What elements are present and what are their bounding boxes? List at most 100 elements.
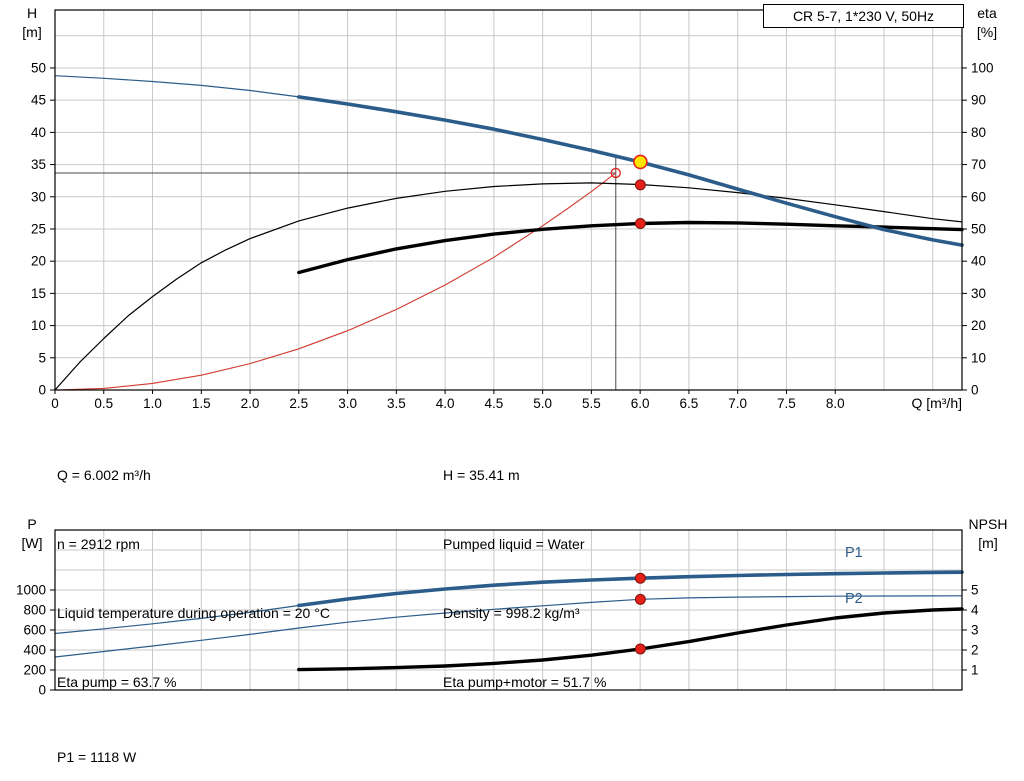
p1-curve-extrapolated — [54, 604, 300, 635]
svg-text:20: 20 — [971, 318, 986, 333]
svg-text:40: 40 — [31, 125, 46, 140]
info-liquid-temperature: Liquid temperature during operation = 20… — [57, 605, 330, 621]
duty-readout-bottom: P1 = 1118 W P2 = 906.6 W NPSH = 2.05 m — [57, 700, 357, 781]
svg-text:2.5: 2.5 — [289, 396, 308, 411]
svg-text:0: 0 — [38, 683, 46, 698]
p-axis-unit: P [W] — [12, 515, 52, 553]
p-axis-bracket: [W] — [21, 535, 43, 551]
p1-label: P1 — [845, 545, 863, 561]
pump-model-label: CR 5-7, 1*230 V, 50Hz — [763, 4, 964, 28]
svg-text:8.0: 8.0 — [826, 396, 845, 411]
power-npsh-chart-ticks — [50, 589, 967, 691]
info-flow: Q = 6.002 m³/h — [57, 467, 151, 483]
svg-text:4: 4 — [971, 603, 979, 618]
svg-text:400: 400 — [23, 643, 46, 658]
eta-axis-bracket: [%] — [976, 24, 998, 40]
info-eta-pump: Eta pump = 63.7 % — [57, 674, 177, 690]
svg-text:10: 10 — [971, 350, 986, 365]
svg-text:Q [m³/h]: Q [m³/h] — [911, 395, 962, 411]
eta-pump-marker[interactable] — [634, 179, 646, 191]
svg-text:6.5: 6.5 — [680, 396, 699, 411]
svg-text:1000: 1000 — [16, 583, 46, 598]
svg-text:800: 800 — [23, 603, 46, 618]
svg-text:5.0: 5.0 — [533, 396, 552, 411]
head-curve-extrapolated — [54, 75, 300, 98]
p2-curve — [54, 595, 963, 658]
svg-text:6.0: 6.0 — [631, 396, 650, 411]
svg-text:25: 25 — [31, 221, 46, 236]
svg-text:45: 45 — [31, 93, 46, 108]
svg-text:2.0: 2.0 — [241, 396, 260, 411]
svg-text:5: 5 — [38, 350, 46, 365]
svg-text:200: 200 — [23, 663, 46, 678]
hq-eta-chart-ticks — [50, 67, 967, 394]
info-head: H = 35.41 m — [443, 467, 520, 483]
h-axis-letter: H — [26, 5, 38, 21]
info-eta-pump-motor: Eta pump+motor = 51.7 % — [443, 674, 607, 690]
duty-readout-left: Q = 6.002 m³/h n = 2912 rpm Liquid tempe… — [57, 418, 437, 740]
crosshair-lines — [55, 156, 617, 390]
svg-text:5: 5 — [971, 583, 979, 598]
svg-text:15: 15 — [31, 286, 46, 301]
svg-text:3.5: 3.5 — [387, 396, 406, 411]
npsh-axis-letter: NPSH — [968, 516, 1008, 532]
svg-text:3: 3 — [971, 623, 979, 638]
svg-text:4.5: 4.5 — [484, 396, 503, 411]
svg-text:90: 90 — [971, 93, 986, 108]
svg-text:600: 600 — [23, 623, 46, 638]
svg-text:20: 20 — [31, 254, 46, 269]
svg-text:10: 10 — [31, 318, 46, 333]
svg-text:1.5: 1.5 — [192, 396, 211, 411]
svg-text:0: 0 — [38, 383, 46, 398]
svg-text:4.0: 4.0 — [436, 396, 455, 411]
info-pumped-liquid: Pumped liquid = Water — [443, 536, 585, 552]
eta-axis-letter: eta — [977, 5, 997, 21]
eta-axis-unit: eta [%] — [964, 4, 1010, 42]
duty-readout-right: H = 35.41 m Pumped liquid = Water Densit… — [443, 418, 823, 740]
svg-text:0: 0 — [51, 396, 59, 411]
eta-pump-curve — [54, 182, 963, 391]
svg-text:7.5: 7.5 — [777, 396, 796, 411]
svg-text:70: 70 — [971, 157, 986, 172]
eta-pump-motor-curve — [297, 220, 964, 275]
svg-text:0.5: 0.5 — [94, 396, 113, 411]
p-axis-letter: P — [27, 516, 37, 532]
eta-pump-motor-marker[interactable] — [634, 218, 646, 230]
svg-text:50: 50 — [971, 221, 986, 236]
npsh-marker[interactable] — [634, 643, 646, 655]
svg-text:1.0: 1.0 — [143, 396, 162, 411]
svg-text:2: 2 — [971, 643, 979, 658]
info-p1: P1 = 1118 W — [57, 749, 137, 765]
svg-text:7.0: 7.0 — [728, 396, 747, 411]
power-npsh-chart-tick-labels: 0 200 400 600 800 1000 1 2 3 4 5 — [16, 583, 979, 698]
duty-point-marker[interactable] — [633, 154, 648, 170]
svg-text:60: 60 — [971, 189, 986, 204]
svg-text:30: 30 — [31, 189, 46, 204]
svg-text:3.0: 3.0 — [338, 396, 357, 411]
svg-text:5.5: 5.5 — [582, 396, 601, 411]
system-curve — [54, 172, 617, 391]
power-npsh-chart-gridlines — [55, 530, 962, 690]
npsh-axis-bracket: [m] — [978, 535, 998, 551]
info-speed: n = 2912 rpm — [57, 536, 140, 552]
hq-eta-chart-tick-labels: 0 0.5 1.0 1.5 2.0 2.5 3.0 3.5 4.0 4.5 5.0 5.5 6.0 6.5… — [31, 60, 994, 411]
h-axis-unit: H [m] — [12, 4, 52, 42]
svg-text:0: 0 — [971, 383, 979, 398]
svg-text:35: 35 — [31, 157, 46, 172]
hq-eta-chart-frame — [54, 9, 963, 391]
p2-marker[interactable] — [634, 593, 646, 605]
npsh-axis-unit: NPSH [m] — [958, 515, 1018, 553]
svg-text:1: 1 — [971, 663, 979, 678]
p2-label: P2 — [845, 591, 863, 607]
svg-text:100: 100 — [971, 60, 994, 75]
h-axis-bracket: [m] — [22, 24, 42, 40]
p1-marker[interactable] — [634, 572, 646, 584]
svg-text:30: 30 — [971, 286, 986, 301]
hq-eta-chart-gridlines — [55, 10, 962, 390]
svg-text:40: 40 — [971, 254, 986, 269]
crosshair-circle — [610, 167, 621, 179]
svg-text:80: 80 — [971, 125, 986, 140]
svg-text:50: 50 — [31, 60, 46, 75]
